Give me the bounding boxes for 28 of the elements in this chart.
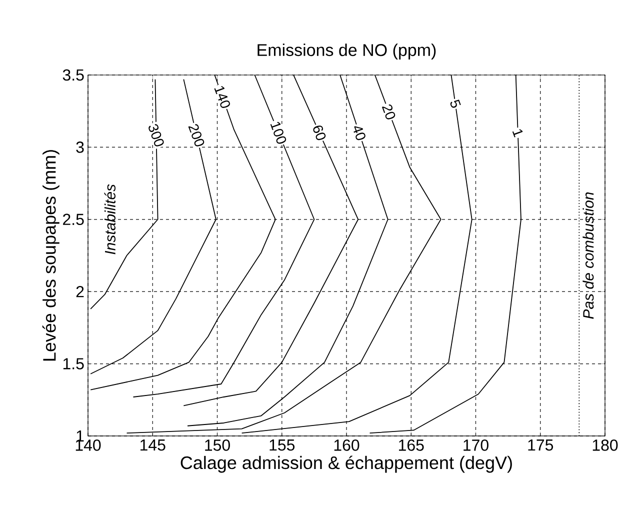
text: 100	[270, 122, 286, 144]
y-tick-label: 2	[76, 286, 84, 298]
y-tick-label: 3.5	[62, 69, 84, 81]
y-tick-label: 3	[76, 142, 84, 153]
chart-title: Emissions de NO (ppm)	[258, 44, 436, 60]
x-axis-title: Calage admission & échappement (degV)	[180, 456, 512, 473]
y-tick-label: 1.5	[63, 358, 84, 370]
text: 40	[354, 126, 366, 140]
text: 300	[148, 124, 164, 146]
text: 1	[512, 129, 523, 138]
annotation: Instabilités	[104, 184, 116, 254]
text: 60	[313, 126, 326, 140]
x-tick-label: 170	[464, 440, 488, 451]
x-tick-label: 160	[334, 440, 360, 451]
text: 5	[450, 100, 461, 108]
text: 140	[214, 86, 230, 108]
y-axis-title: Levée des soupapes (mm)	[42, 150, 60, 361]
x-tick-label: 145	[140, 440, 166, 451]
x-tick-label: 175	[528, 440, 554, 451]
ref-line-label: Pas de combustion	[582, 192, 594, 319]
text: 200	[188, 124, 204, 146]
x-tick-label: 180	[592, 440, 618, 451]
x-tick-label: 140	[76, 440, 101, 451]
x-tick-label: 165	[399, 440, 424, 451]
x-tick-label: 150	[205, 440, 230, 451]
text: 20	[382, 104, 396, 120]
y-tick-label: 2.5	[63, 214, 84, 226]
x-tick-label: 155	[270, 440, 295, 451]
